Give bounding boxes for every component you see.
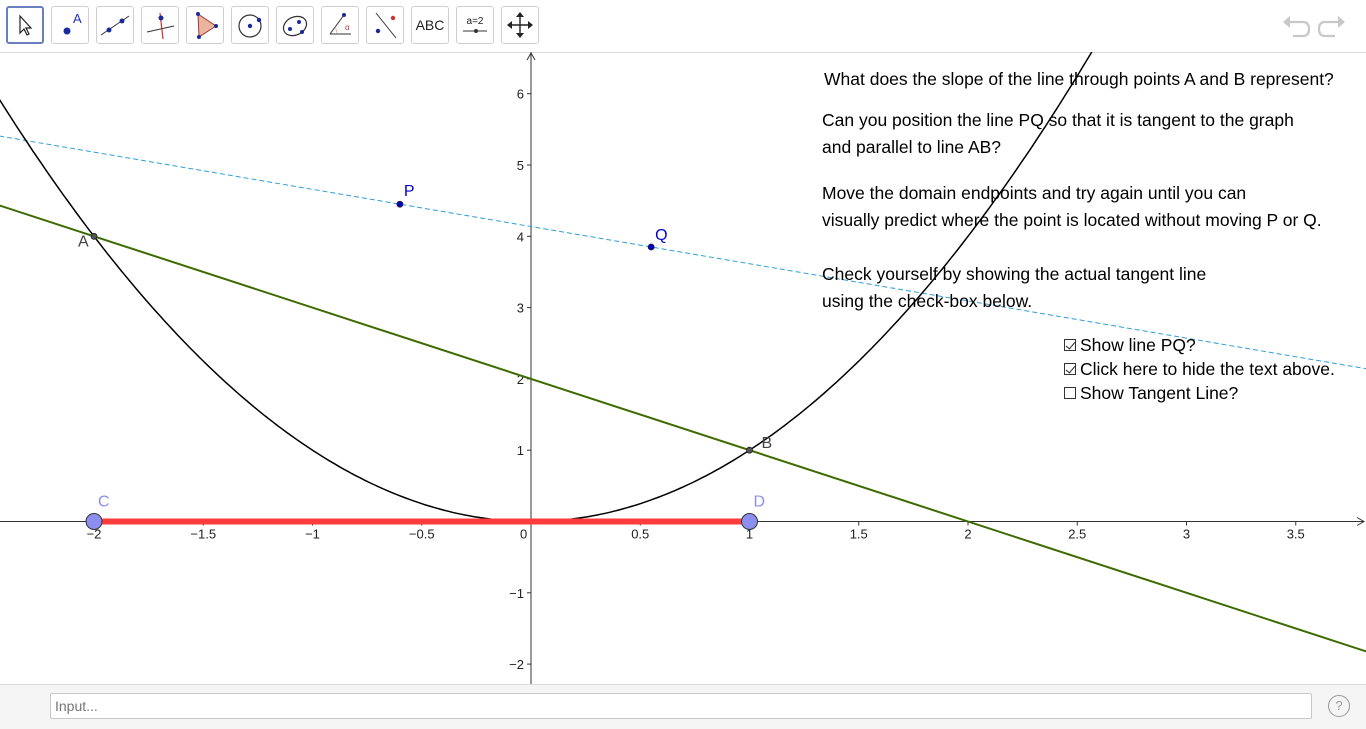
x-tick-label: 0: [520, 527, 527, 542]
label-d: D: [754, 494, 766, 511]
line-through-points-icon: [100, 15, 130, 36]
point-tool-letter: A: [73, 11, 82, 26]
move-graphics-view-button[interactable]: [501, 6, 539, 44]
toolbar: A α ABC a=2: [0, 0, 1366, 53]
secant-line-ab: [0, 204, 1366, 653]
redo-icon[interactable]: [1317, 12, 1347, 40]
y-tick-label: 2: [517, 372, 524, 387]
move-tool-button[interactable]: [6, 6, 44, 44]
y-axis-arrow: [526, 52, 536, 61]
move-arrows-icon: [507, 12, 533, 38]
x-tick-label: 2: [964, 527, 971, 542]
point-a: [90, 232, 98, 240]
cursor-arrow-icon: [19, 14, 33, 36]
x-tick-label: −0.5: [409, 527, 435, 542]
undo-icon[interactable]: [1281, 12, 1311, 40]
text-tool-button[interactable]: ABC: [411, 6, 449, 44]
checkbox-unchecked-icon[interactable]: [1064, 387, 1076, 399]
hide-text-label: Click here to hide the text above.: [1080, 358, 1335, 379]
point-label-b: B: [762, 435, 773, 452]
instructions-text: What does the slope of the line through …: [822, 66, 1362, 315]
line-tool-button[interactable]: [96, 6, 134, 44]
point-label-p: P: [404, 183, 415, 200]
graphics-view[interactable]: −4.5−4−3.5−3−2.5−2−1.5−1−0.500.511.522.5…: [0, 52, 1366, 684]
question-tangent-line-2: and parallel to line AB?: [822, 137, 1002, 157]
reflect-about-line-icon: [375, 12, 397, 39]
y-tick-label: −2: [509, 657, 524, 672]
circle-tool-button[interactable]: [231, 6, 269, 44]
point-q: [647, 243, 655, 251]
curves: [0, 52, 1366, 653]
instruction-check-yourself-2: using the check-box below.: [822, 291, 1033, 311]
x-tick-label: 2.5: [1068, 527, 1086, 542]
y-tick-label: 4: [517, 229, 524, 244]
show-line-pq-checkbox[interactable]: Show line PQ?: [1064, 333, 1335, 357]
x-tick-label: −1.5: [190, 527, 216, 542]
instruction-move-endpoints-1: Move the domain endpoints and try again …: [822, 183, 1247, 203]
hide-text-checkbox[interactable]: Click here to hide the text above.: [1064, 357, 1335, 381]
point-b: [746, 446, 753, 454]
x-tick-label: 3: [1183, 527, 1190, 542]
label-c: C: [98, 494, 110, 511]
show-line-pq-label: Show line PQ?: [1080, 334, 1196, 355]
y-tick-label: 6: [517, 87, 524, 102]
show-tangent-line-label: Show Tangent Line?: [1080, 382, 1239, 403]
y-tick-label: 3: [517, 301, 524, 316]
point-p: [396, 200, 404, 208]
line-pq: [0, 135, 1366, 370]
reflect-tool-button[interactable]: [366, 6, 404, 44]
checkbox-checked-icon[interactable]: [1064, 339, 1076, 351]
perpendicular-line-tool-button[interactable]: [141, 6, 179, 44]
question-slope: What does the slope of the line through …: [824, 69, 1334, 89]
polygon-tool-button[interactable]: [186, 6, 224, 44]
x-tick-label: −1: [305, 527, 320, 542]
points[interactable]: C D A B P Q: [78, 183, 773, 530]
polygon-icon: [196, 12, 218, 39]
help-icon[interactable]: ?: [1328, 695, 1350, 717]
perpendicular-line-icon: [146, 12, 175, 40]
instruction-move-endpoints-2: visually predict where the point is loca…: [822, 210, 1322, 230]
x-tick-label: −2: [87, 527, 102, 542]
domain-endpoint-c: [85, 513, 103, 530]
question-tangent-line-1: Can you position the line PQ so that it …: [822, 110, 1294, 130]
text-tool-label: ABC: [415, 17, 445, 33]
y-tick-label: 5: [517, 158, 524, 173]
point-tool-button[interactable]: A: [51, 6, 89, 44]
point-label-q: Q: [655, 227, 667, 244]
domain-endpoint-d: [741, 513, 758, 530]
slider-tool-label: a=2: [466, 15, 484, 27]
input-bar: ?: [0, 684, 1366, 729]
y-tick-label: −1: [509, 586, 524, 601]
slider-tool-button[interactable]: a=2: [456, 6, 494, 44]
slider-icon: [463, 28, 487, 33]
algebra-input-field[interactable]: [50, 693, 1312, 719]
angle-icon: α: [329, 13, 351, 35]
checkbox-group: Show line PQ? Click here to hide the tex…: [1064, 333, 1335, 405]
instruction-check-yourself-1: Check yourself by showing the actual tan…: [822, 264, 1207, 284]
svg-text:α: α: [345, 23, 350, 32]
conic-tool-button[interactable]: [276, 6, 314, 44]
x-tick-label: 3.5: [1287, 527, 1305, 542]
point-label-a: A: [78, 233, 89, 250]
show-tangent-line-checkbox[interactable]: Show Tangent Line?: [1064, 381, 1335, 405]
y-tick-label: 1: [517, 443, 524, 458]
x-tick-label: 1: [746, 527, 753, 542]
x-tick-label: 1.5: [850, 527, 868, 542]
ellipse-icon: [282, 15, 308, 37]
angle-tool-button[interactable]: α: [321, 6, 359, 44]
checkbox-checked-icon[interactable]: [1064, 363, 1076, 375]
x-tick-label: 0.5: [631, 527, 649, 542]
x-axis-arrow: [1356, 517, 1366, 526]
point-icon: A: [63, 11, 82, 35]
circle-icon: [238, 14, 262, 38]
